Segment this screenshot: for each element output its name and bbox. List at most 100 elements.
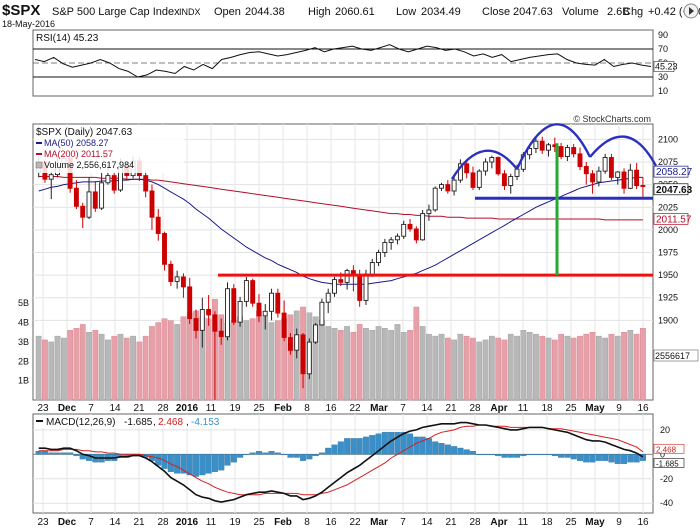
scroll-right-button[interactable] [683,3,699,19]
macd-histogram-bar [407,433,414,455]
x-axis-label: Feb [274,403,292,414]
macd-histogram-bar [621,454,628,464]
candle [111,172,117,194]
volume-bar [86,332,92,401]
volume-bar [363,328,369,401]
volume-bar [382,328,388,401]
candle [206,295,212,326]
x-axis-label: 16 [637,517,649,528]
volume-bar [589,332,596,401]
candle [325,288,331,314]
candle [501,170,507,191]
candle [275,288,281,318]
macd-histogram-bar [237,454,244,458]
x-axis-label: May [585,517,605,528]
candle [306,338,312,380]
volume-bar [256,310,262,401]
candle [300,333,306,389]
volume-bar [331,328,338,401]
x-axis-label: 18 [541,517,553,528]
index-name: S&P 500 Large Cap Index [52,6,180,18]
candle [546,143,551,157]
volume-bar [73,328,80,401]
volume-bar [180,316,187,401]
macd-histogram-bar [514,454,521,458]
volume-tick-label: 2B [18,356,29,366]
macd-signal-value: 2.468 [158,417,183,428]
price-tag-close: 2047.63 [656,185,693,196]
macd-histogram-bar [205,454,212,474]
volume-bar [564,335,571,401]
candle [621,168,627,194]
candle [155,209,161,241]
legend-volume: Volume 2,556,617,984 [44,160,134,170]
candle [583,162,589,185]
legend-ma200: MA(200) 2011.57 [44,149,113,159]
exchange-label: INDX [179,7,201,17]
candle [73,180,79,210]
macd-histogram-bar [614,454,621,464]
volume-bar [325,326,332,401]
head-arc [515,123,592,170]
candle [225,282,230,341]
price-tick-label: 1975 [658,247,678,257]
price-legend: $SPX (Daily) 2047.63 MA(50) 2058.27 MA(2… [34,125,184,173]
volume-bar [577,335,583,401]
volume-bar [545,337,552,401]
candle [445,180,451,194]
volume-bar [570,337,577,401]
candle [86,177,92,220]
x-axis-label: 2016 [176,517,199,528]
candle [401,220,407,239]
candle [420,209,426,241]
macd-histogram-bar [501,454,508,458]
candle [143,170,149,198]
macd-histogram-bar [526,454,533,456]
candle [319,298,325,326]
candle [495,156,501,176]
x-axis-label: 21 [445,403,457,414]
x-axis-label: 9 [616,517,622,528]
watermark: © StockCharts.com [573,114,651,124]
candle [231,284,237,325]
candle [162,231,167,271]
x-axis-label: 14 [421,517,433,528]
volume-bar [174,324,181,401]
macd-histogram-bar [41,451,48,455]
candle [571,143,577,158]
volume-bar [67,330,74,401]
macd-histogram-bar [155,454,162,466]
volume-bar [426,333,432,401]
macd-histogram-bar [230,454,237,463]
x-axis-label: 11 [206,403,217,414]
volume-bar [350,332,357,401]
volume-bar [287,314,294,401]
volume-bar [61,337,67,401]
x-axis-label: 25 [565,403,577,414]
x-axis-label: 7 [88,517,94,528]
x-axis-label: Mar [370,403,388,414]
candle [407,219,413,232]
macd-line [38,421,644,503]
rsi-legend: RSI(14) 45.23 [36,33,99,44]
volume-bar [205,318,212,401]
macd-histogram-bar [35,451,42,455]
x-axis-label: Dec [58,517,77,528]
macd-histogram-bar [595,454,602,461]
macd-histogram-bar [211,454,218,472]
volume-bar [432,335,439,401]
volume-tick-label: 5B [18,298,29,308]
macd-histogram-bar [463,449,470,455]
price-tick-label: 1950 [658,270,678,280]
volume-bar [400,332,407,401]
volume-bar [627,330,634,401]
macd-histogram-bar [268,451,275,455]
x-axis-label: 11 [518,517,529,528]
macd-histogram-bar [558,454,565,458]
macd-histogram-bar [249,452,256,455]
volume-bar [419,326,426,401]
volume-bar [489,335,495,401]
candle [218,318,224,345]
chg-label: Chg [623,6,643,18]
macd-histogram-bar [300,454,307,461]
